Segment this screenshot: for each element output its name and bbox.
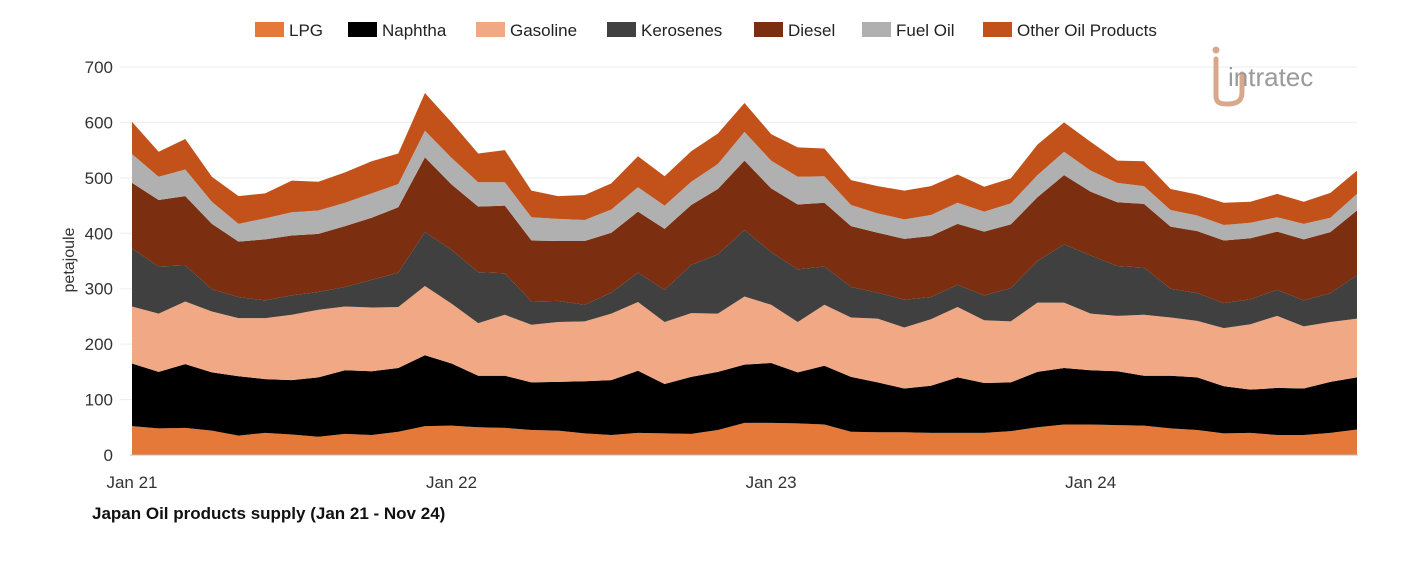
logo-text: intratec — [1228, 62, 1313, 92]
x-tick-label: Jan 24 — [1065, 473, 1116, 492]
legend-swatch-naphtha — [348, 22, 377, 37]
legend-label-lpg: LPG — [289, 21, 323, 40]
area-fuel-oil — [132, 130, 1357, 242]
area-other-oil-products — [132, 93, 1357, 225]
legend: LPG Naphtha Gasoline Kerosenes Diesel Fuel Oi… — [255, 21, 1157, 40]
y-tick-label: 600 — [85, 113, 113, 132]
legend-label-other-oil-products: Other Oil Products — [1017, 21, 1157, 40]
intratec-logo: intratec — [1212, 46, 1313, 107]
area-naphtha — [132, 355, 1357, 437]
area-kerosenes — [132, 229, 1357, 329]
y-axis-ticks: 0 100 200 300 400 500 600 700 — [85, 58, 113, 465]
logo-dot-icon — [1212, 46, 1220, 54]
legend-swatch-diesel — [754, 22, 783, 37]
legend-label-fuel-oil: Fuel Oil — [896, 21, 955, 40]
legend-swatch-gasoline — [476, 22, 505, 37]
x-tick-label: Jan 23 — [746, 473, 797, 492]
logo-mark-icon — [1213, 56, 1245, 107]
y-tick-label: 200 — [85, 335, 113, 354]
legend-label-naphtha: Naphtha — [382, 21, 447, 40]
legend-swatch-lpg — [255, 22, 284, 37]
area-lpg — [132, 422, 1357, 455]
legend-swatch-kerosenes — [607, 22, 636, 37]
area-diesel — [132, 157, 1357, 305]
y-tick-label: 400 — [85, 224, 113, 243]
y-tick-label: 700 — [85, 58, 113, 77]
x-axis-ticks: Jan 21 Jan 22 Jan 23 Jan 24 — [106, 473, 1116, 492]
y-tick-label: 500 — [85, 169, 113, 188]
area-series-group — [132, 93, 1357, 455]
legend-label-kerosenes: Kerosenes — [641, 21, 722, 40]
legend-label-diesel: Diesel — [788, 21, 835, 40]
x-tick-label: Jan 21 — [106, 473, 157, 492]
x-tick-label: Jan 22 — [426, 473, 477, 492]
legend-label-gasoline: Gasoline — [510, 21, 577, 40]
legend-swatch-other-oil-products — [983, 22, 1012, 37]
y-tick-label: 300 — [85, 280, 113, 299]
legend-swatch-fuel-oil — [862, 22, 891, 37]
chart-caption: Japan Oil products supply (Jan 21 - Nov … — [92, 504, 445, 523]
area-gasoline — [132, 285, 1357, 390]
y-axis-title: petajoule — [61, 227, 78, 292]
y-tick-label: 0 — [104, 446, 113, 465]
y-tick-label: 100 — [85, 391, 113, 410]
